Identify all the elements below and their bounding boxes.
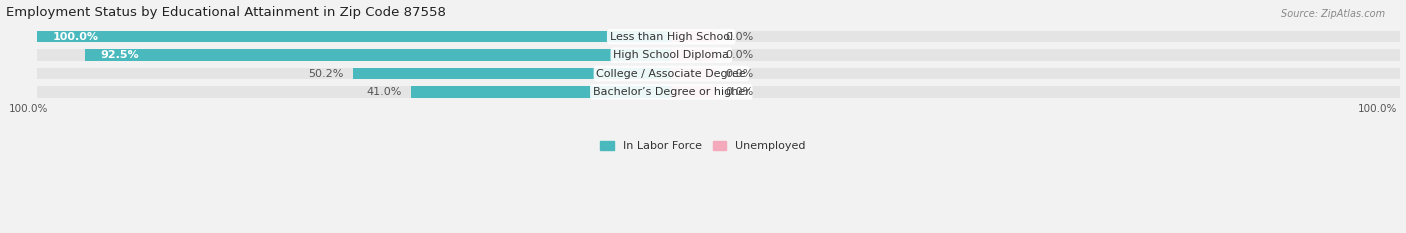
Bar <box>671 31 716 42</box>
Text: Bachelor’s Degree or higher: Bachelor’s Degree or higher <box>593 87 749 97</box>
Bar <box>37 31 671 42</box>
Bar <box>671 49 1400 61</box>
Bar <box>412 86 671 98</box>
Bar <box>671 68 716 79</box>
Text: 0.0%: 0.0% <box>725 69 754 79</box>
Text: 100.0%: 100.0% <box>53 32 98 42</box>
Legend: In Labor Force, Unemployed: In Labor Force, Unemployed <box>596 137 810 156</box>
Text: College / Associate Degree: College / Associate Degree <box>596 69 747 79</box>
Bar <box>671 86 716 98</box>
Text: High School Diploma: High School Diploma <box>613 50 730 60</box>
Bar <box>353 68 671 79</box>
Text: 0.0%: 0.0% <box>725 50 754 60</box>
Text: 50.2%: 50.2% <box>308 69 343 79</box>
Bar <box>671 86 1400 98</box>
Bar <box>671 68 1400 79</box>
Text: 100.0%: 100.0% <box>8 104 48 114</box>
Bar <box>84 49 671 61</box>
Bar <box>671 31 1400 42</box>
Bar <box>37 31 671 42</box>
Text: 41.0%: 41.0% <box>367 87 402 97</box>
Bar <box>37 49 671 61</box>
Text: Less than High School: Less than High School <box>610 32 733 42</box>
Bar <box>671 49 716 61</box>
Text: 100.0%: 100.0% <box>1358 104 1398 114</box>
Bar <box>37 86 671 98</box>
Text: 92.5%: 92.5% <box>101 50 139 60</box>
Text: 0.0%: 0.0% <box>725 32 754 42</box>
Text: 0.0%: 0.0% <box>725 87 754 97</box>
Text: Source: ZipAtlas.com: Source: ZipAtlas.com <box>1281 9 1385 19</box>
Bar <box>37 68 671 79</box>
Text: Employment Status by Educational Attainment in Zip Code 87558: Employment Status by Educational Attainm… <box>6 6 446 19</box>
